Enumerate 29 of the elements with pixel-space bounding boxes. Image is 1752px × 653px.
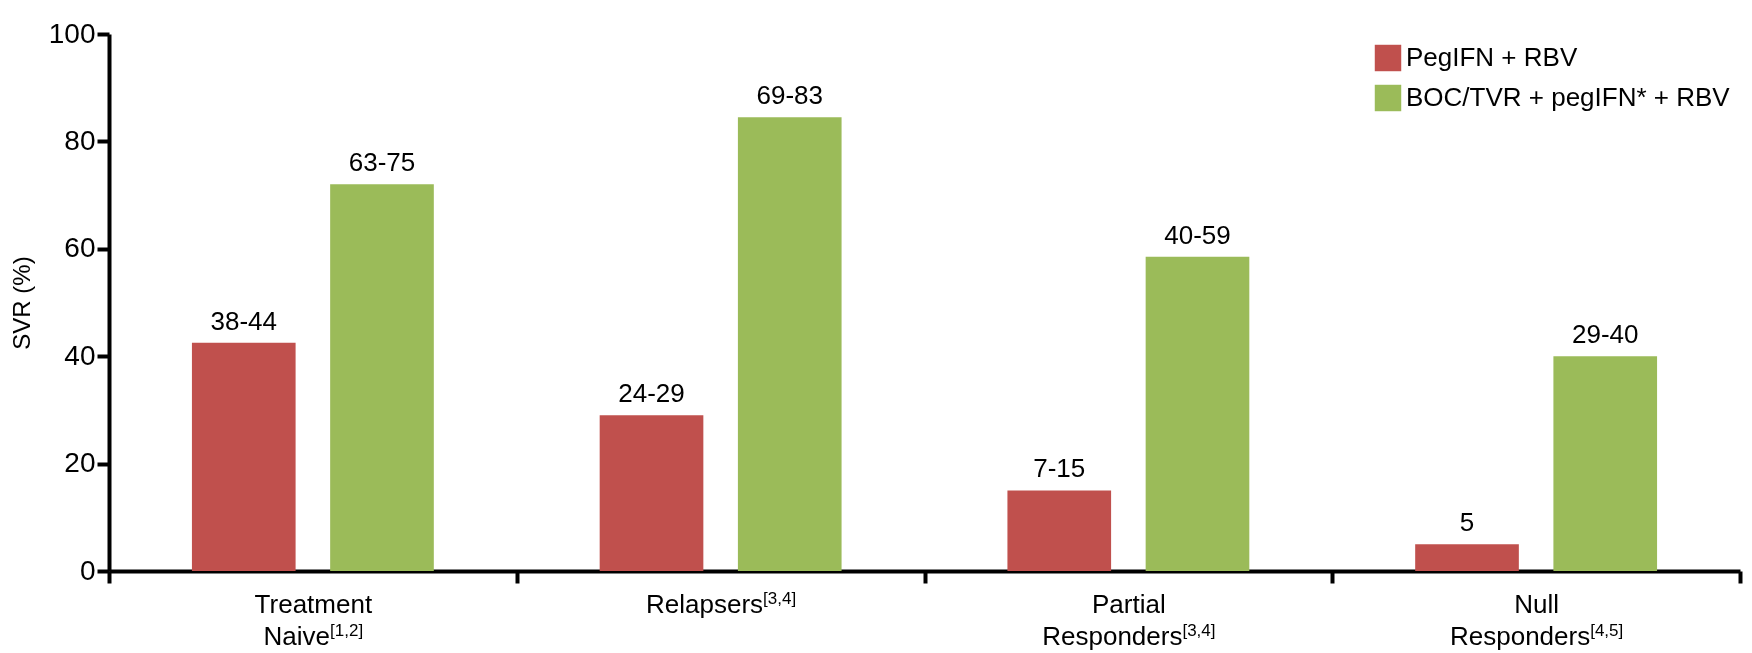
bar — [1145, 256, 1250, 571]
data-label: 7-15 — [1033, 453, 1086, 484]
y-tick-label: 100 — [48, 17, 96, 49]
x-tick-label: Treatment Naive$^{[1,2]}$ — [254, 588, 373, 651]
data-label: 38-44 — [210, 305, 278, 336]
x-tick-label: Relapsers$^{[3,4]}$ — [646, 588, 797, 619]
bar — [599, 415, 704, 571]
data-label: 29-40 — [1571, 319, 1639, 350]
bar — [330, 184, 434, 571]
y-axis-title: SVR (%) — [7, 256, 35, 350]
bar — [1553, 356, 1658, 571]
data-label: 40-59 — [1164, 219, 1231, 250]
data-label: 5 — [1459, 507, 1475, 538]
bar — [1415, 544, 1519, 571]
bar — [1007, 490, 1112, 571]
bar — [191, 342, 296, 571]
x-tick-label: Partial Responders$^{[3,4]}$ — [1042, 588, 1216, 651]
data-label: 24-29 — [618, 378, 685, 409]
y-tick-label: 0 — [79, 554, 96, 586]
data-label: 69-83 — [756, 80, 823, 111]
x-tick-label: Null Responders$^{[4,5]}$ — [1449, 588, 1624, 651]
y-tick-label: 80 — [64, 124, 96, 156]
y-tick-label: 40 — [64, 339, 96, 371]
legend-label: PegIFN + RBV — [1406, 42, 1578, 72]
data-label: 63-75 — [348, 147, 416, 178]
y-tick-label: 20 — [64, 447, 96, 479]
y-tick-label: 60 — [64, 232, 96, 264]
bar — [737, 117, 842, 571]
legend-label: BOC/TVR + pegIFN* + RBV — [1406, 82, 1731, 112]
